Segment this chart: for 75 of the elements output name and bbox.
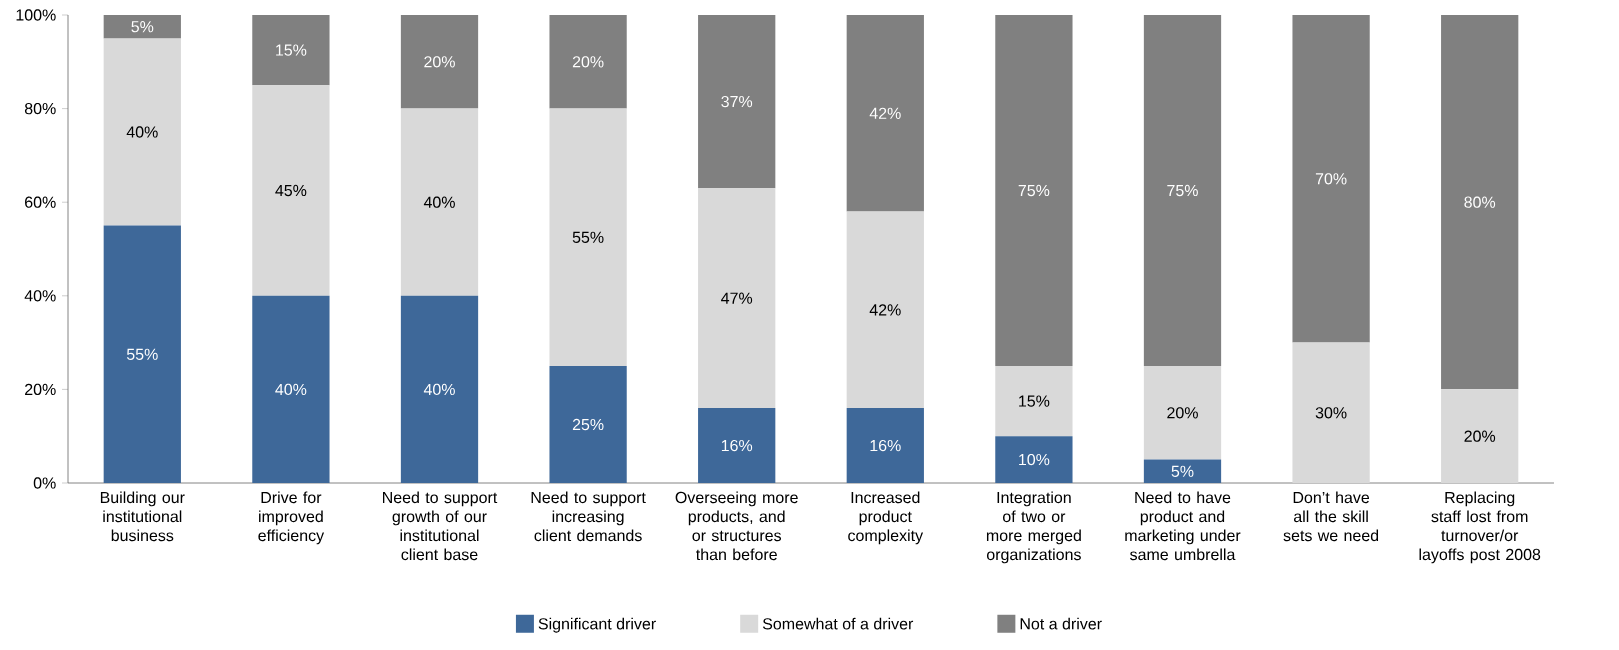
bar bbox=[1292, 342, 1370, 483]
bar bbox=[846, 408, 924, 483]
data-label: 15% bbox=[1019, 395, 1050, 407]
x-tick-label: Overseeing more products, and or structures than before bbox=[675, 491, 798, 561]
bar bbox=[846, 211, 924, 409]
data-label: 37% bbox=[721, 95, 753, 108]
bar bbox=[846, 15, 924, 212]
legend-label: Significant driver bbox=[538, 617, 656, 633]
x-tick-label: Need to support growth of our institutional client base bbox=[383, 491, 498, 561]
bar bbox=[995, 15, 1073, 366]
bar bbox=[549, 366, 627, 483]
data-label: 40% bbox=[423, 383, 455, 396]
x-tick-label: Need to have product and marketing under same umbrella bbox=[1125, 491, 1241, 561]
data-label: 75% bbox=[1018, 184, 1050, 197]
bar bbox=[1441, 389, 1519, 483]
data-label: 47% bbox=[721, 292, 753, 304]
data-label: 42% bbox=[869, 304, 901, 316]
bar bbox=[103, 225, 181, 483]
y-tick-label: 20% bbox=[25, 383, 56, 396]
bar bbox=[1143, 15, 1222, 366]
bar bbox=[698, 15, 776, 189]
y-tick-label: 0% bbox=[33, 477, 56, 489]
data-label: 20% bbox=[1167, 407, 1198, 419]
data-label: 20% bbox=[572, 56, 604, 68]
legend-label: Somewhat of a driver bbox=[762, 617, 914, 630]
bar bbox=[400, 295, 479, 483]
y-tick-label: 40% bbox=[24, 290, 56, 302]
data-label: 25% bbox=[572, 418, 604, 431]
data-label: 40% bbox=[126, 126, 158, 138]
data-label: 20% bbox=[424, 56, 455, 68]
x-tick-label: Don’t have all the skill sets we need bbox=[1283, 491, 1379, 542]
data-label: 16% bbox=[721, 439, 753, 452]
data-label: 40% bbox=[423, 196, 455, 208]
y-tick-label: 60% bbox=[25, 196, 56, 208]
data-label: 40% bbox=[275, 383, 307, 396]
x-tick-label: Building our institutional business bbox=[100, 491, 185, 542]
bar bbox=[1143, 459, 1222, 483]
y-tick-label: 100% bbox=[16, 9, 56, 21]
bar bbox=[252, 15, 330, 86]
data-label: 55% bbox=[126, 348, 158, 360]
x-tick-label: Increased product complexity bbox=[848, 491, 924, 545]
data-label: 45% bbox=[275, 184, 307, 197]
data-label: 80% bbox=[1464, 196, 1496, 208]
bar bbox=[549, 15, 627, 109]
y-tick-label: 80% bbox=[24, 102, 56, 115]
x-tick-label: Integration of two or more merged organizations bbox=[986, 491, 1081, 564]
bar bbox=[1292, 15, 1370, 343]
bar bbox=[252, 295, 330, 483]
bar bbox=[1441, 15, 1519, 390]
legend-label: Not a driver bbox=[1020, 617, 1102, 630]
bar bbox=[103, 38, 181, 226]
bar bbox=[400, 15, 479, 109]
data-label: 75% bbox=[1167, 184, 1198, 197]
data-label: 10% bbox=[1019, 453, 1050, 466]
bar bbox=[698, 188, 776, 409]
bar bbox=[549, 108, 627, 366]
x-tick-label: Replacing staff lost from turnover/or layoffs post 2008 bbox=[1419, 491, 1541, 564]
data-label: 70% bbox=[1315, 173, 1347, 185]
data-label: 55% bbox=[572, 231, 604, 243]
bar bbox=[400, 108, 479, 296]
bar bbox=[995, 366, 1073, 437]
data-label: 16% bbox=[870, 439, 901, 452]
data-label: 30% bbox=[1315, 407, 1347, 419]
x-tick-label: Drive for improved efficiency bbox=[258, 491, 325, 545]
data-label: 42% bbox=[869, 107, 901, 119]
bar bbox=[252, 85, 330, 296]
data-label: 5% bbox=[1171, 465, 1194, 477]
bar bbox=[103, 15, 181, 39]
data-label: 5% bbox=[131, 21, 154, 33]
bar bbox=[698, 408, 776, 483]
data-label: 15% bbox=[276, 44, 307, 56]
x-tick-label: Need to support increasing client demands bbox=[531, 491, 646, 542]
bar bbox=[995, 436, 1073, 483]
data-label: 20% bbox=[1464, 430, 1496, 442]
bar bbox=[1143, 366, 1222, 460]
